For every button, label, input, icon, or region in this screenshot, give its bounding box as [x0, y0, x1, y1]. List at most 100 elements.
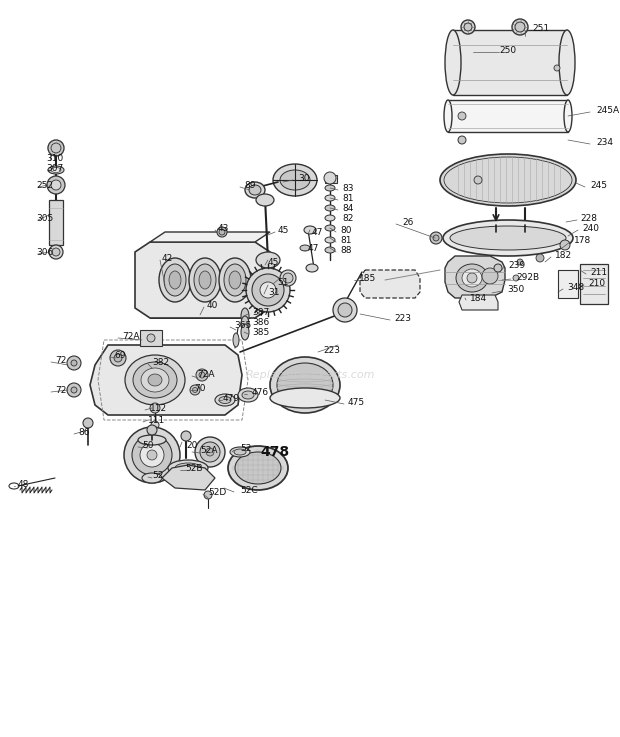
Ellipse shape [325, 237, 335, 243]
Text: 245A: 245A [596, 105, 619, 114]
Text: 239: 239 [508, 260, 525, 270]
Circle shape [71, 387, 77, 393]
Text: 184: 184 [470, 293, 487, 302]
Ellipse shape [229, 271, 241, 289]
Circle shape [464, 23, 472, 31]
Polygon shape [90, 345, 242, 415]
Ellipse shape [241, 308, 249, 324]
Text: 84: 84 [342, 203, 353, 212]
Ellipse shape [159, 258, 191, 302]
Text: 479: 479 [223, 394, 240, 402]
Text: 475: 475 [348, 397, 365, 407]
Ellipse shape [300, 245, 310, 251]
Bar [448, 100, 568, 132]
Circle shape [433, 235, 439, 241]
Circle shape [71, 360, 77, 366]
Text: 72A: 72A [197, 369, 215, 379]
Ellipse shape [228, 446, 288, 490]
Ellipse shape [141, 368, 169, 392]
Ellipse shape [219, 397, 231, 403]
Ellipse shape [242, 391, 254, 399]
Ellipse shape [482, 268, 498, 284]
Ellipse shape [230, 447, 250, 457]
Ellipse shape [304, 226, 316, 234]
Ellipse shape [564, 100, 572, 132]
Text: 385: 385 [252, 327, 269, 337]
Text: 387: 387 [252, 307, 269, 316]
Text: 52C: 52C [240, 486, 258, 495]
Circle shape [204, 491, 212, 499]
Circle shape [124, 427, 180, 483]
Text: 251: 251 [532, 24, 549, 32]
Ellipse shape [125, 355, 185, 405]
Ellipse shape [233, 333, 239, 347]
Text: 182: 182 [555, 251, 572, 259]
Text: 48: 48 [18, 480, 29, 489]
Ellipse shape [270, 357, 340, 413]
Text: 306: 306 [36, 248, 53, 256]
Ellipse shape [51, 167, 61, 172]
Circle shape [474, 176, 482, 184]
Bar [49, 200, 63, 245]
Text: 112: 112 [150, 403, 167, 413]
Text: 52D: 52D [208, 487, 226, 497]
Circle shape [536, 254, 544, 262]
Circle shape [140, 443, 164, 467]
Circle shape [206, 448, 214, 456]
Circle shape [132, 435, 172, 475]
Text: 30: 30 [298, 173, 309, 183]
Circle shape [147, 425, 157, 435]
Ellipse shape [189, 258, 221, 302]
Text: 252: 252 [36, 181, 53, 189]
Circle shape [48, 140, 64, 156]
Ellipse shape [169, 271, 181, 289]
Text: 348: 348 [567, 282, 584, 292]
Circle shape [517, 259, 523, 265]
Circle shape [147, 334, 155, 342]
Circle shape [51, 143, 61, 153]
Polygon shape [162, 465, 215, 490]
Text: 240: 240 [582, 223, 599, 232]
Text: 83: 83 [342, 184, 353, 192]
Ellipse shape [270, 388, 340, 408]
Text: 72: 72 [55, 385, 66, 394]
Ellipse shape [325, 185, 335, 191]
Ellipse shape [142, 473, 162, 483]
Text: 228: 228 [580, 214, 597, 223]
Text: 82: 82 [342, 214, 353, 223]
Text: 234: 234 [596, 138, 613, 147]
Ellipse shape [215, 394, 235, 406]
Circle shape [114, 354, 122, 362]
Circle shape [467, 273, 477, 283]
Text: 386: 386 [252, 318, 269, 326]
Text: 81: 81 [342, 194, 353, 203]
Text: 476: 476 [252, 388, 269, 397]
Text: 52: 52 [240, 444, 251, 453]
Circle shape [49, 245, 63, 259]
Text: 89: 89 [244, 181, 255, 189]
Text: 47: 47 [312, 228, 324, 237]
Text: 223: 223 [323, 346, 340, 354]
Ellipse shape [277, 363, 333, 407]
Text: 42: 42 [162, 254, 173, 262]
Ellipse shape [440, 154, 576, 206]
Bar [325, 175, 337, 183]
Text: 310: 310 [46, 153, 63, 162]
Circle shape [512, 19, 528, 35]
Ellipse shape [280, 170, 310, 190]
Ellipse shape [138, 435, 166, 445]
Bar [558, 270, 578, 298]
Circle shape [52, 248, 60, 256]
Text: 350: 350 [507, 284, 525, 293]
Circle shape [200, 442, 220, 462]
Polygon shape [360, 270, 420, 298]
Circle shape [195, 437, 225, 467]
Circle shape [280, 270, 296, 286]
Circle shape [513, 275, 519, 281]
Circle shape [199, 372, 205, 378]
Text: 72: 72 [55, 355, 66, 365]
Ellipse shape [450, 226, 566, 250]
Circle shape [196, 369, 208, 381]
Circle shape [151, 421, 159, 429]
Text: 81: 81 [340, 236, 352, 245]
